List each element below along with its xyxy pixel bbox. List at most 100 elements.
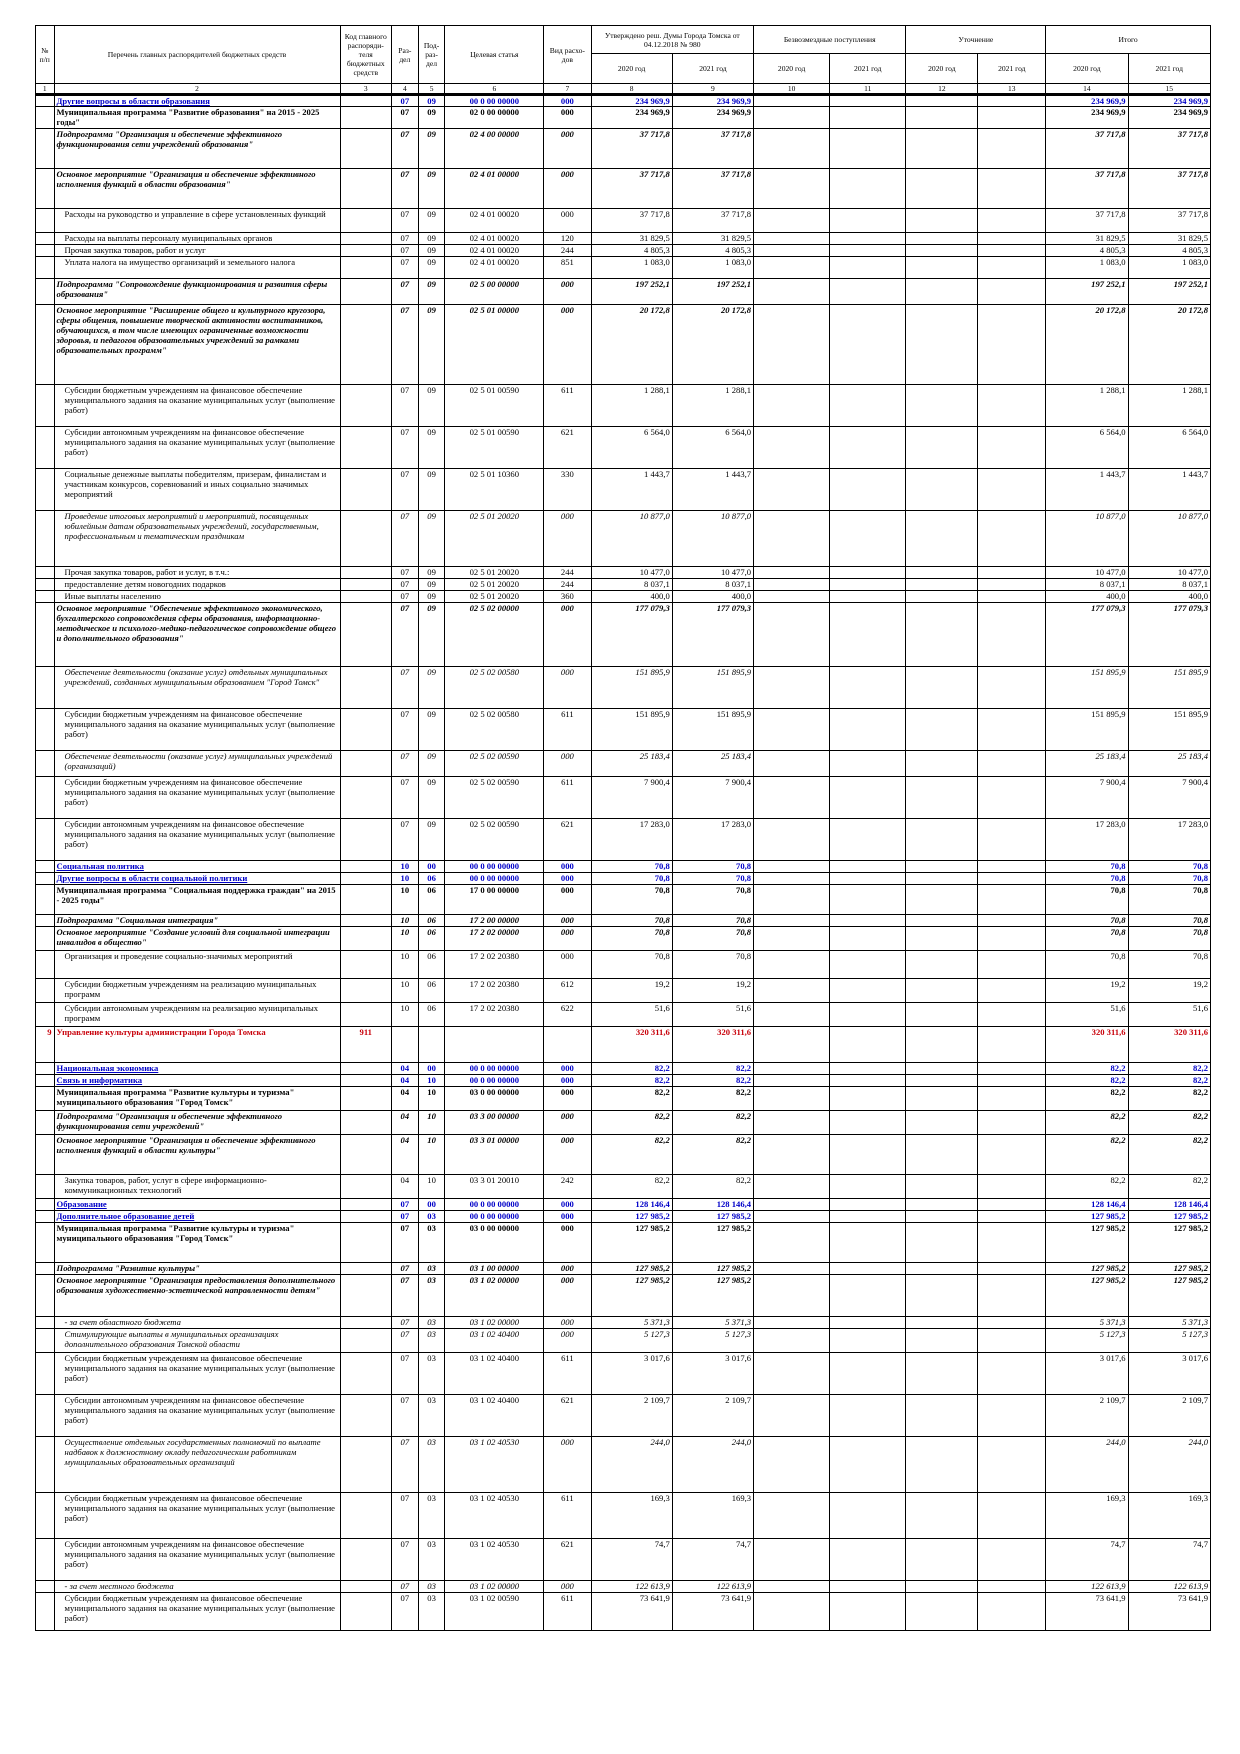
razdel: 07 (390, 1316, 419, 1329)
free-2020 (753, 1086, 831, 1111)
total-2021: 1 288,1 (1127, 384, 1212, 427)
total-2020: 37 717,8 (1045, 168, 1129, 209)
target-article: 02 5 01 00000 (444, 304, 545, 385)
free-2020 (753, 926, 831, 951)
item-name: Субсидии автономным учреждениям на реали… (53, 1002, 341, 1027)
total-2021: 10 877,0 (1127, 510, 1212, 567)
total-2020: 70,8 (1045, 914, 1129, 927)
approved-2020: 127 985,2 (590, 1274, 673, 1317)
approved-2021: 6 564,0 (671, 426, 755, 469)
table-row: Закупка товаров, работ, услуг в сфере ин… (35, 1174, 1212, 1199)
expense-type: 000 (543, 950, 592, 979)
podrazdel: 00 (417, 1062, 446, 1075)
free-2021 (829, 232, 907, 245)
total-2021: 1 443,7 (1127, 468, 1212, 511)
refine-2020 (905, 128, 979, 169)
target-article: 02 4 00 00000 (444, 128, 545, 169)
total-2021: 70,8 (1127, 884, 1212, 915)
row-number (35, 1062, 55, 1075)
expense-type: 000 (543, 602, 592, 667)
refine-2021 (977, 304, 1047, 385)
target-article: 02 4 01 00020 (444, 232, 545, 245)
refine-2021 (977, 1262, 1047, 1275)
refine-2020 (905, 1110, 979, 1135)
approved-2021: 70,8 (671, 914, 755, 927)
razdel: 07 (390, 578, 419, 591)
target-article: 00 0 00 00000 (444, 1062, 545, 1075)
table-row: Субсидии автономным учреждениям на финан… (35, 818, 1212, 861)
podrazdel: 09 (417, 750, 446, 777)
row-number (35, 256, 55, 279)
refine-2021 (977, 1086, 1047, 1111)
approved-2021: 5 371,3 (671, 1316, 755, 1329)
razdel: 07 (390, 94, 419, 107)
total-2020: 82,2 (1045, 1086, 1129, 1111)
total-2020: 31 829,5 (1045, 232, 1129, 245)
approved-2020: 19,2 (590, 978, 673, 1003)
refine-2020 (905, 1592, 979, 1631)
refine-2020 (905, 208, 979, 233)
expense-type: 000 (543, 1210, 592, 1223)
gl-code (339, 1352, 392, 1395)
approved-2021: 51,6 (671, 1002, 755, 1027)
total-2021: 82,2 (1127, 1174, 1212, 1199)
podrazdel: 09 (417, 94, 446, 107)
refine-2020 (905, 708, 979, 751)
total-2020: 25 183,4 (1045, 750, 1129, 777)
podrazdel: 03 (417, 1436, 446, 1493)
gl-code (339, 884, 392, 915)
row-number (35, 978, 55, 1003)
approved-2020: 82,2 (590, 1174, 673, 1199)
free-2020 (753, 1316, 831, 1329)
razdel: 07 (390, 566, 419, 579)
free-2020 (753, 256, 831, 279)
row-number (35, 128, 55, 169)
expense-type: 611 (543, 1592, 592, 1631)
header-csr: Целевая статья (444, 25, 545, 84)
item-name: Уплата налога на имущество организаций и… (53, 256, 341, 279)
approved-2020: 320 311,6 (590, 1026, 673, 1063)
free-2021 (829, 1062, 907, 1075)
expense-type: 000 (543, 94, 592, 107)
target-article: 03 1 02 00590 (444, 1592, 545, 1631)
free-2021 (829, 914, 907, 927)
refine-2020 (905, 232, 979, 245)
row-number: 9 (35, 1026, 55, 1063)
table-row: Муниципальная программа "Развитие культу… (35, 1222, 1212, 1263)
target-article: 02 5 01 20020 (444, 590, 545, 603)
free-2020 (753, 818, 831, 861)
podrazdel: 09 (417, 578, 446, 591)
refine-2020 (905, 1062, 979, 1075)
expense-type: 000 (543, 1222, 592, 1263)
free-2020 (753, 1436, 831, 1493)
podrazdel: 10 (417, 1110, 446, 1135)
free-2020 (753, 1110, 831, 1135)
approved-2020: 7 900,4 (590, 776, 673, 819)
gl-code (339, 1210, 392, 1223)
total-2021: 234 969,9 (1127, 94, 1212, 107)
total-2020: 70,8 (1045, 860, 1129, 873)
approved-2020: 234 969,9 (590, 106, 673, 129)
approved-2021: 19,2 (671, 978, 755, 1003)
approved-2020: 82,2 (590, 1062, 673, 1075)
approved-2021: 37 717,8 (671, 168, 755, 209)
item-name: Муниципальная программа "Развитие культу… (53, 1222, 341, 1263)
table-row: Дополнительное образование детей 07 03 00 0… (35, 1210, 1212, 1223)
approved-2021: 177 079,3 (671, 602, 755, 667)
refine-2021 (977, 278, 1047, 305)
table-row: Организация и проведение социально-значи… (35, 950, 1212, 979)
row-number (35, 384, 55, 427)
table-row: Основное мероприятие "Создание условий д… (35, 926, 1212, 951)
approved-2020: 169,3 (590, 1492, 673, 1539)
podrazdel: 09 (417, 776, 446, 819)
refine-2020 (905, 1210, 979, 1223)
target-article: 03 1 02 40400 (444, 1394, 545, 1437)
expense-type: 000 (543, 884, 592, 915)
target-article: 17 0 00 00000 (444, 884, 545, 915)
razdel: 07 (390, 708, 419, 751)
free-2021 (829, 510, 907, 567)
row-number (35, 860, 55, 873)
target-article: 02 4 01 00020 (444, 256, 545, 279)
table-row: Субсидии бюджетным учреждениям на финанс… (35, 384, 1212, 427)
row-number (35, 106, 55, 129)
